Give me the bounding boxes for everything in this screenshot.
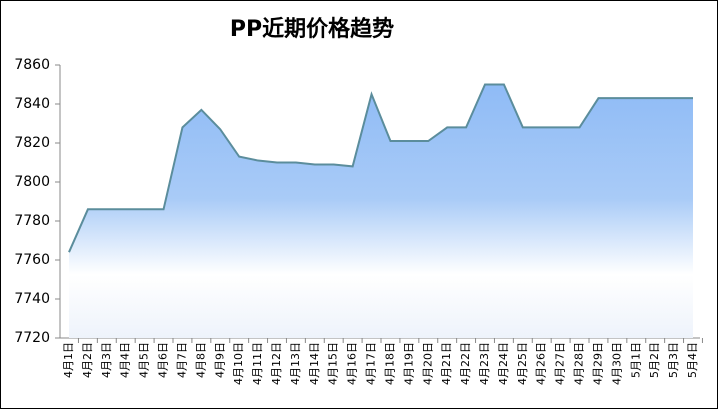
chart-title: PP近期价格趋势 [230, 16, 394, 42]
x-tick-label: 4月2日 [81, 342, 94, 378]
x-tick-label: 4月18日 [383, 342, 396, 385]
x-tick-label: 4月10日 [232, 342, 245, 385]
x-tick-label: 4月15日 [327, 342, 340, 385]
y-tick-label: 7720 [14, 330, 50, 346]
x-tick-label: 4月21日 [440, 342, 453, 385]
x-tick-label: 4月12日 [270, 342, 283, 385]
x-tick-label: 4月16日 [346, 342, 359, 385]
y-tick-label: 7860 [14, 57, 50, 73]
x-tick-label: 4月22日 [459, 342, 472, 385]
x-tick-label: 4月11日 [251, 342, 264, 385]
x-tick-label: 5月2日 [648, 342, 661, 378]
x-tick-label: 5月3日 [667, 342, 680, 378]
x-tick-label: 4月17日 [365, 342, 378, 385]
x-tick-label: 5月1日 [629, 342, 642, 378]
y-tick-label: 7800 [14, 174, 50, 190]
area [69, 84, 693, 338]
x-tick-label: 4月13日 [289, 342, 302, 385]
x-tick-label: 4月28日 [573, 342, 586, 385]
x-tick-label: 4月4日 [119, 342, 132, 378]
x-tick-label: 4月26日 [535, 342, 548, 385]
x-tick-label: 4月19日 [402, 342, 415, 385]
x-tick-label: 4月23日 [478, 342, 491, 385]
x-tick-label: 4月9日 [213, 342, 226, 378]
x-tick-label: 4月5日 [138, 342, 151, 378]
x-tick-label: 4月1日 [62, 342, 75, 378]
y-tick-label: 7840 [14, 96, 50, 112]
y-tick-label: 7780 [14, 213, 50, 229]
x-tick-label: 4月29日 [591, 342, 604, 385]
y-tick-label: 7740 [14, 291, 50, 307]
x-tick-label: 4月30日 [610, 342, 623, 385]
x-tick-label: 4月8日 [194, 342, 207, 378]
line [68, 83, 693, 253]
x-tick-label: 4月27日 [554, 342, 567, 385]
y-tick-label: 7820 [14, 135, 50, 151]
x-tick-label: 4月7日 [175, 342, 188, 378]
x-tick-label: 4月6日 [157, 342, 170, 378]
x-tick-label: 4月24日 [497, 342, 510, 385]
x-tick-label: 5月4日 [686, 342, 699, 378]
x-tick-label: 4月20日 [421, 342, 434, 385]
x-tick-label: 4月3日 [100, 342, 113, 378]
y-tick-label: 7760 [14, 252, 50, 268]
x-tick-label: 4月14日 [308, 342, 321, 385]
x-tick-label: 4月25日 [516, 342, 529, 385]
